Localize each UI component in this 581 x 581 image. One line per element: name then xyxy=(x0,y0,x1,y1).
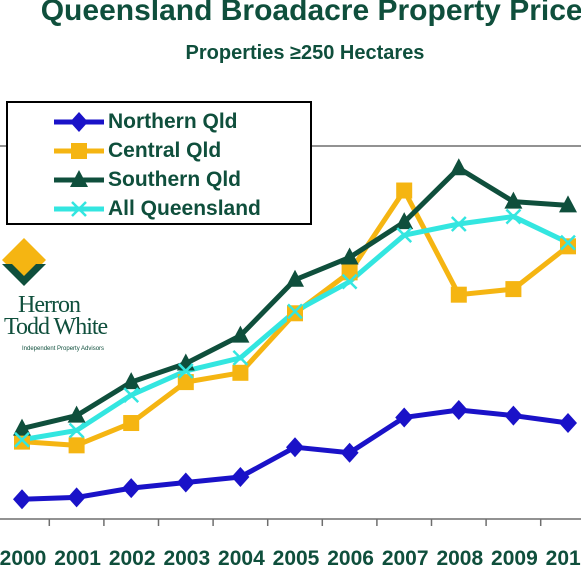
legend-swatch xyxy=(54,112,104,132)
data-point-northern-qld xyxy=(504,405,523,426)
data-point-all-queensland xyxy=(68,422,85,439)
x-tick-label: 2006 xyxy=(327,547,374,570)
data-point-northern-qld xyxy=(559,413,577,434)
data-point-northern-qld xyxy=(67,487,86,508)
logo-name-line1: Herron xyxy=(18,292,81,318)
x-tick-label: 2007 xyxy=(382,547,429,570)
legend-label: Northern Qld xyxy=(108,110,238,133)
data-point-all-queensland xyxy=(341,273,358,290)
data-point-northern-qld xyxy=(231,466,250,487)
data-point-central-qld xyxy=(232,364,249,381)
logo-tagline: Independent Property Advisors xyxy=(22,346,105,352)
data-point-central-qld xyxy=(68,437,85,454)
data-point-central-qld xyxy=(123,415,140,432)
x-tick-label: 2001 xyxy=(54,547,101,570)
data-point-southern-qld xyxy=(395,212,414,230)
data-point-central-qld xyxy=(396,182,413,199)
legend-marker-triangle xyxy=(70,170,88,187)
data-point-northern-qld xyxy=(286,437,304,458)
data-point-southern-qld xyxy=(340,247,359,265)
legend-marker-x xyxy=(71,201,87,217)
data-point-northern-qld xyxy=(13,489,31,510)
data-point-central-qld xyxy=(177,374,194,391)
x-tick-label: 2000 xyxy=(0,547,46,570)
legend-marker-square xyxy=(71,143,87,159)
chart-title: Queensland Broadacre Property Prices xyxy=(40,0,581,27)
data-point-all-queensland xyxy=(123,387,140,404)
data-point-central-qld xyxy=(450,286,467,303)
data-point-all-queensland xyxy=(396,227,413,244)
legend-swatch xyxy=(54,201,104,217)
herron-todd-white-logo-icon xyxy=(2,238,46,286)
data-point-all-queensland xyxy=(177,363,194,379)
data-point-northern-qld xyxy=(176,472,195,493)
data-point-all-queensland xyxy=(450,216,467,232)
x-tick-label: 2004 xyxy=(218,547,265,570)
legend-label: Southern Qld xyxy=(108,168,241,191)
data-point-all-queensland xyxy=(505,208,522,225)
data-point-southern-qld xyxy=(13,418,31,436)
data-point-southern-qld xyxy=(122,372,141,390)
legend-item-all-queensland: All Queensland xyxy=(8,195,308,223)
data-point-northern-qld xyxy=(395,407,414,428)
legend-label: All Queensland xyxy=(108,197,261,220)
x-tick-label: 2005 xyxy=(273,547,320,570)
data-point-central-qld xyxy=(560,238,576,255)
data-point-southern-qld xyxy=(449,158,468,176)
legend-item-northern-qld: Northern Qld xyxy=(8,108,308,136)
data-point-central-qld xyxy=(287,305,303,322)
data-point-central-qld xyxy=(505,281,522,298)
x-tick-label: 2002 xyxy=(109,547,156,570)
data-point-southern-qld xyxy=(559,195,577,213)
legend-swatch xyxy=(54,170,104,187)
series-markers xyxy=(13,158,577,510)
x-axis-ticks xyxy=(48,519,542,526)
legend: Northern Qld Central Qld Southern Qld All Q… xyxy=(6,101,312,225)
logo-name-line2: Todd White xyxy=(4,314,108,340)
data-point-all-queensland xyxy=(560,234,576,251)
chart-subtitle: Properties ≥250 Hectares xyxy=(185,42,425,64)
data-point-southern-qld xyxy=(67,405,86,423)
x-axis-labels: 2000 2001 2002 2003 2004 2005 2006 2007 2008 2009… xyxy=(0,547,581,570)
data-point-northern-qld xyxy=(340,442,359,463)
x-tick-label: 2010 xyxy=(546,547,581,570)
data-point-northern-qld xyxy=(449,400,468,420)
x-tick-label: 2009 xyxy=(491,547,538,570)
data-point-southern-qld xyxy=(286,269,304,287)
data-point-central-qld xyxy=(14,433,30,450)
data-point-northern-qld xyxy=(122,478,141,499)
data-point-all-queensland xyxy=(14,431,30,448)
data-point-central-qld xyxy=(341,264,358,281)
data-point-all-queensland xyxy=(232,350,249,366)
legend-item-southern-qld: Southern Qld xyxy=(8,166,308,194)
legend-marker-diamond xyxy=(70,112,88,132)
data-point-all-queensland xyxy=(287,303,303,320)
legend-swatch xyxy=(54,143,104,159)
x-tick-label: 2008 xyxy=(436,547,483,570)
legend-item-central-qld: Central Qld xyxy=(8,137,308,165)
legend-label: Central Qld xyxy=(108,139,222,162)
data-point-southern-qld xyxy=(504,191,523,209)
data-point-southern-qld xyxy=(231,325,250,343)
x-tick-label: 2003 xyxy=(163,547,210,570)
